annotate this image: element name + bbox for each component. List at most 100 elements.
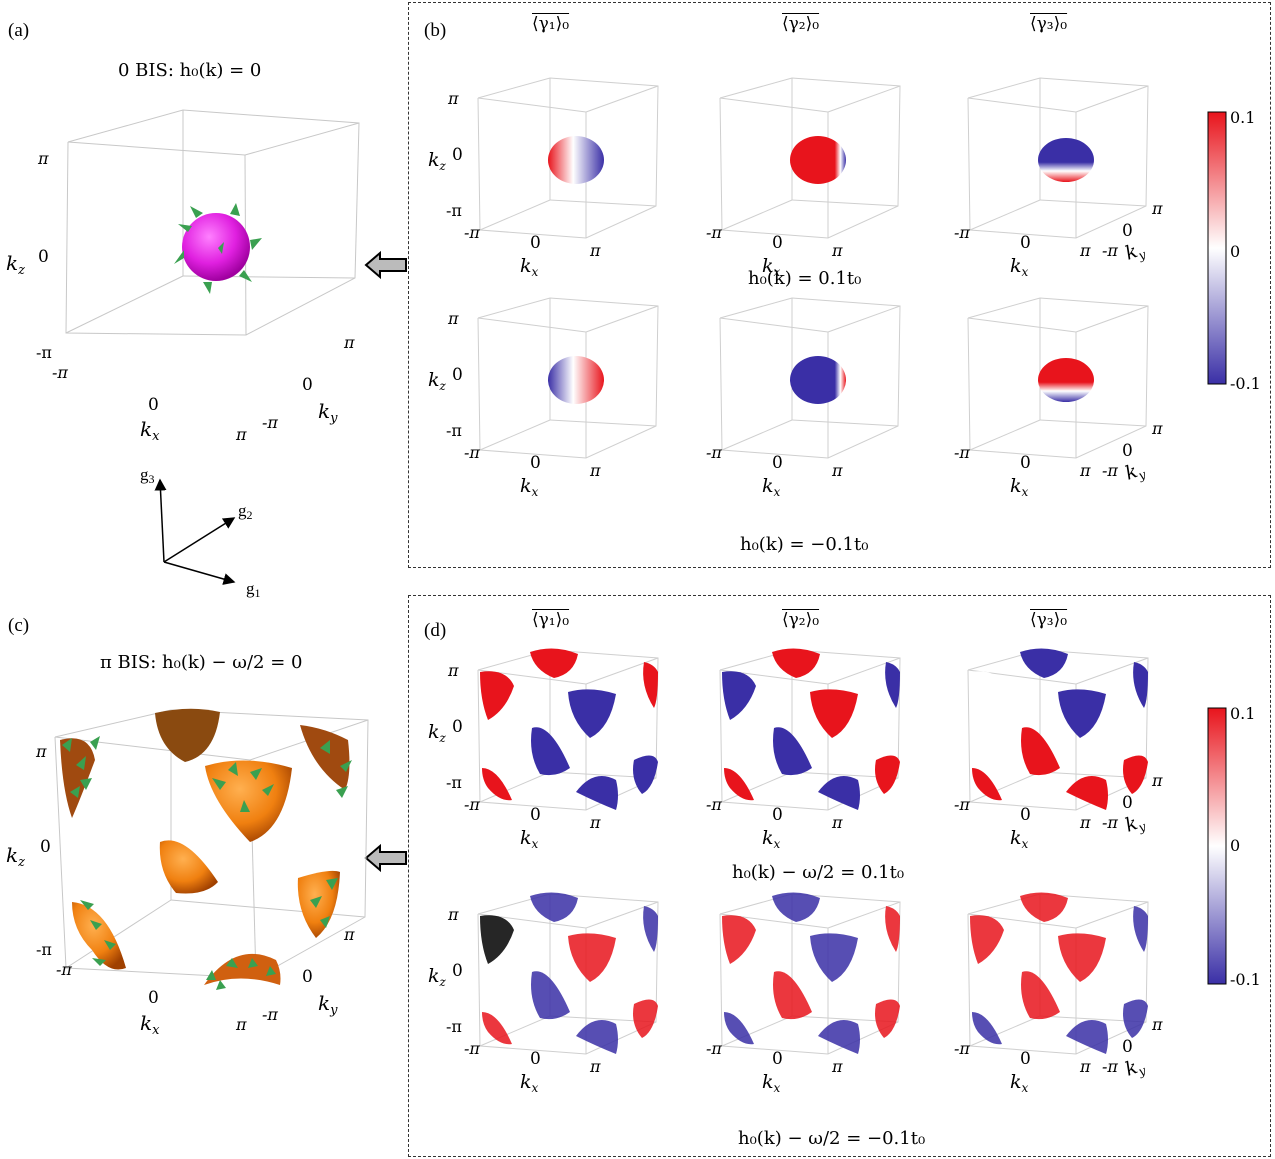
svg-text:0: 0	[1020, 805, 1031, 825]
bis-surface	[724, 768, 754, 801]
svg-text:-π: -π	[446, 1017, 462, 1036]
bis-surface	[531, 727, 570, 776]
svg-text:π: π	[1151, 199, 1163, 218]
bis-surface	[1021, 971, 1060, 1020]
bis-surface	[970, 915, 1004, 964]
svg-text:-π: -π	[1102, 461, 1118, 480]
bis-surface	[1123, 755, 1148, 794]
header-gamma3-d: ⟨γ₃⟩₀	[1030, 610, 1068, 630]
bis-surface	[568, 689, 616, 738]
frame-vectors: g3 g2 g1	[140, 465, 261, 600]
svg-text:-π: -π	[36, 940, 52, 959]
svg-text:ky: ky	[1122, 458, 1148, 487]
svg-text:0: 0	[38, 247, 49, 267]
svg-text:-π: -π	[1102, 813, 1118, 832]
bis-surface	[1020, 648, 1068, 678]
bis-surface	[970, 671, 1004, 720]
svg-text:0: 0	[302, 375, 313, 395]
svg-text:π: π	[831, 813, 843, 832]
panel-a-title: 0 BIS: h₀(k) = 0	[118, 60, 262, 81]
panel-label-c: (c)	[8, 615, 30, 636]
bis-surface	[643, 906, 658, 952]
bis-surface	[482, 1012, 512, 1045]
bis-surface	[1133, 662, 1148, 708]
bis-surface	[772, 892, 820, 922]
bis-surface	[773, 971, 812, 1020]
svg-text:kx: kx	[762, 827, 781, 851]
svg-text:0: 0	[530, 453, 541, 473]
svg-text:π: π	[235, 1015, 247, 1034]
svg-text:π: π	[589, 241, 601, 260]
svg-text:0: 0	[772, 233, 783, 253]
arrow-left-icon-c	[364, 843, 407, 873]
caption-d-row1: h₀(k) − ω/2 = 0.1t₀	[732, 862, 905, 883]
svg-text:π: π	[37, 149, 49, 168]
svg-text:0: 0	[772, 805, 783, 825]
panel-d-frame	[408, 595, 1271, 1157]
svg-text:0: 0	[302, 967, 313, 987]
bis-sphere	[790, 136, 846, 184]
svg-text:0: 0	[530, 233, 541, 253]
svg-text:0: 0	[452, 961, 463, 981]
cube-b-r2-c1: π 0 -π kz -π 0 π kx	[428, 297, 659, 499]
svg-text:0: 0	[1020, 453, 1031, 473]
bis-surface	[530, 648, 578, 678]
panel-label-d: (d)	[424, 620, 447, 641]
svg-text:kx: kx	[762, 255, 781, 279]
colorbar-b-min: -0.1	[1230, 374, 1261, 393]
svg-text:kz: kz	[428, 149, 447, 173]
svg-text:0: 0	[452, 717, 463, 737]
bis-surface	[531, 971, 570, 1020]
svg-text:π: π	[35, 742, 47, 761]
svg-text:π: π	[589, 813, 601, 832]
header-gamma3-b: ⟨γ₃⟩₀	[1030, 14, 1068, 34]
bis-surface	[633, 755, 658, 794]
svg-text:kz: kz	[428, 369, 447, 393]
bis-sphere	[1038, 138, 1094, 182]
svg-text:π: π	[343, 925, 355, 944]
svg-text:0: 0	[1122, 1037, 1133, 1057]
colorbar-b	[1207, 111, 1227, 385]
svg-text:kx: kx	[1010, 1071, 1029, 1095]
svg-text:kx: kx	[1010, 475, 1029, 499]
svg-text:π: π	[447, 905, 459, 924]
bis-surface	[1058, 689, 1106, 738]
cube-b-r1-c1: π 0 -π kz -π 0 π kx	[428, 77, 659, 279]
svg-text:-π: -π	[446, 201, 462, 220]
svg-text:0: 0	[1122, 221, 1133, 241]
cube-d-r1-c1: π 0 -π kz -π 0 π kx	[428, 648, 659, 851]
svg-text:-π: -π	[464, 443, 480, 462]
svg-text:0: 0	[772, 453, 783, 473]
svg-text:π: π	[1151, 771, 1163, 790]
svg-text:-π: -π	[954, 795, 970, 814]
bis-surface	[643, 662, 658, 708]
bis-surface	[1058, 933, 1106, 982]
header-gamma1-b: ⟨γ₁⟩₀	[532, 14, 570, 34]
colorbar-b-max: 0.1	[1230, 108, 1256, 127]
cube-d-r1-c2: -π 0 π kx	[706, 648, 901, 851]
svg-text:π: π	[343, 333, 355, 352]
svg-text:-π: -π	[446, 421, 462, 440]
svg-text:0: 0	[1122, 441, 1133, 461]
svg-text:-π: -π	[706, 1039, 722, 1058]
svg-text:-π: -π	[954, 223, 970, 242]
bis-surface	[633, 999, 658, 1038]
bis-surface	[1066, 776, 1108, 810]
panel-label-b: (b)	[424, 20, 447, 41]
bis-surface	[972, 768, 1002, 801]
svg-text:kx: kx	[520, 255, 539, 279]
svg-text:-π: -π	[1102, 241, 1118, 260]
svg-text:0: 0	[772, 1049, 783, 1069]
colorbar-d-min: -0.1	[1230, 970, 1261, 989]
colorbar-d	[1207, 707, 1227, 985]
svg-text:-π: -π	[464, 223, 480, 242]
svg-text:π: π	[1079, 241, 1091, 260]
svg-text:ky: ky	[1122, 1054, 1148, 1083]
svg-text:kx: kx	[762, 475, 781, 499]
cube-d-r2-c2: -π 0 π kx	[706, 892, 901, 1095]
svg-text:-π: -π	[706, 223, 722, 242]
cube-b-r1-c2: -π 0 π kx	[706, 77, 901, 279]
